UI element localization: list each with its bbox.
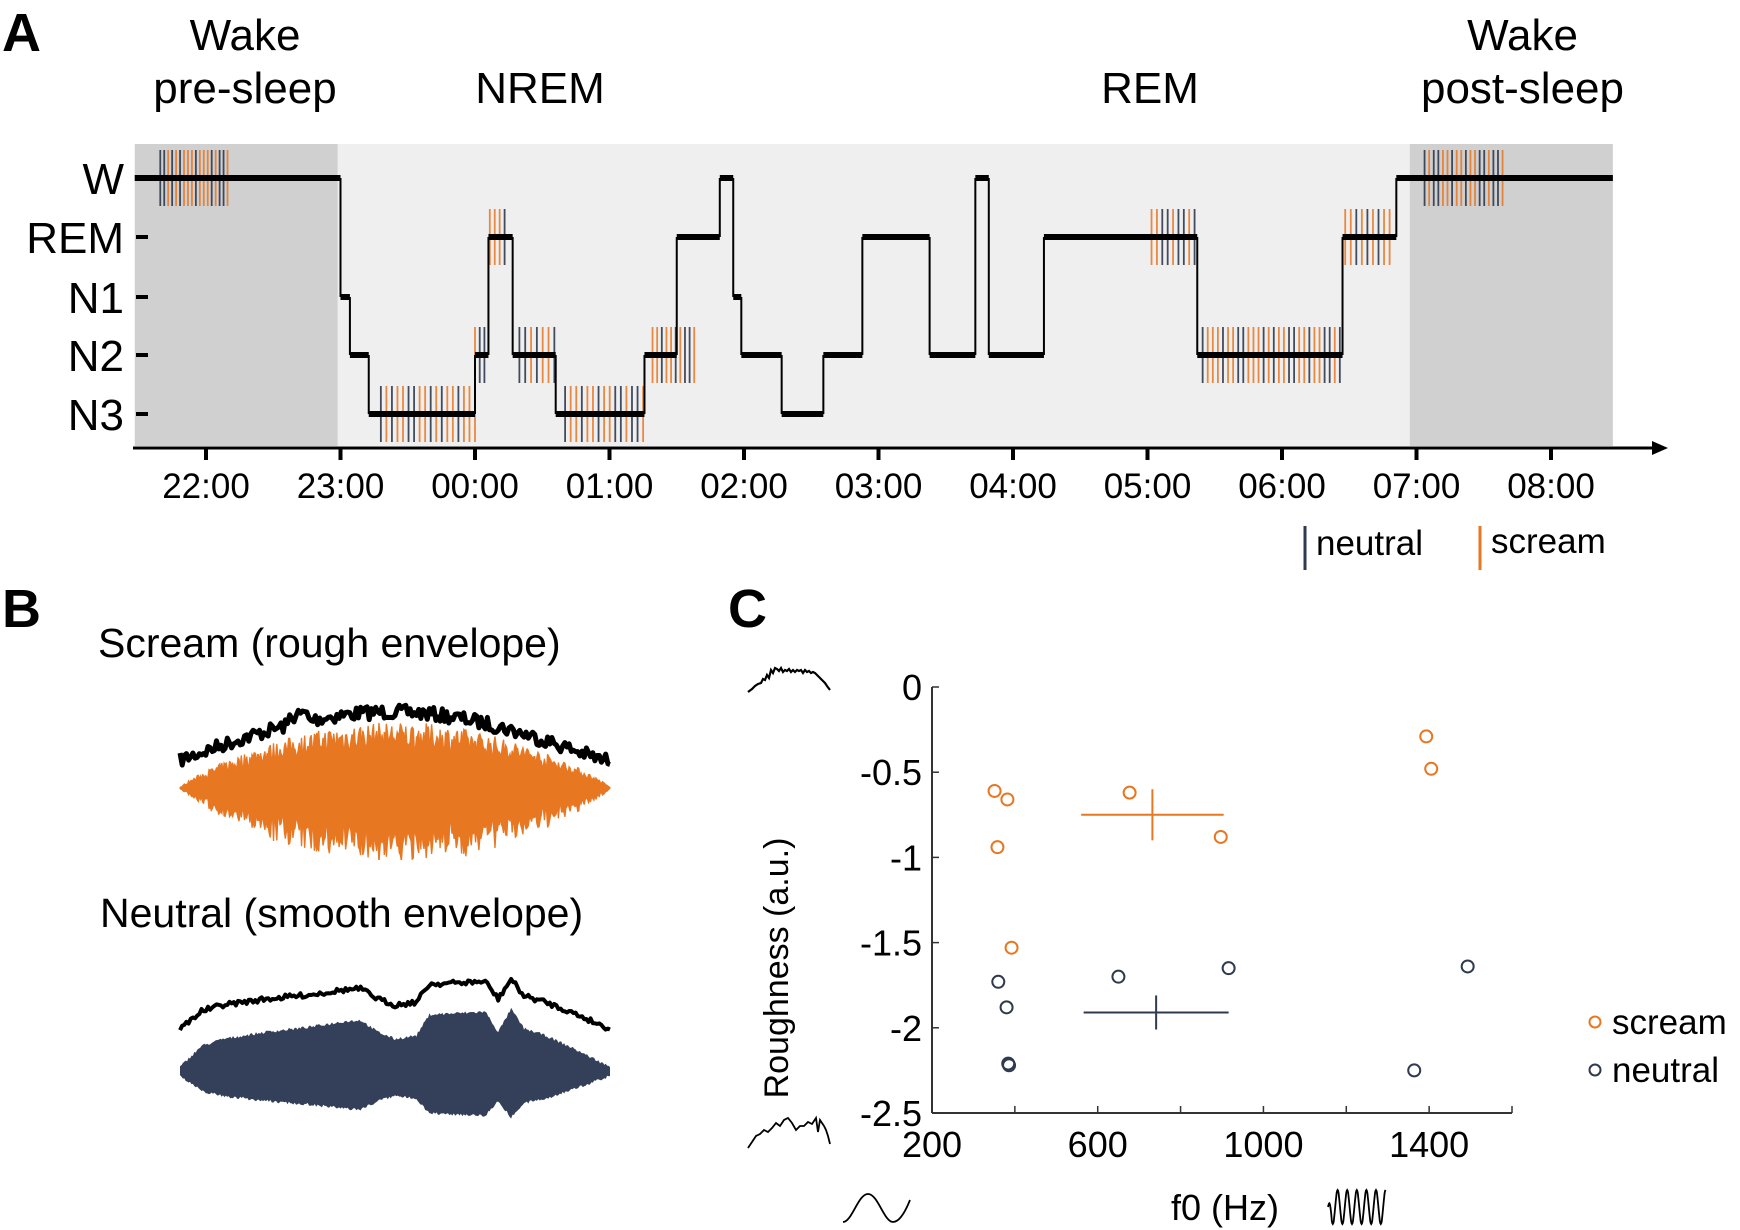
x-tick-label: 05:00	[1104, 467, 1192, 506]
neutral-envelope-line	[178, 977, 611, 1032]
panel-b-letter: B	[2, 579, 41, 639]
x-tick-label: 22:00	[162, 467, 250, 506]
y-tick-label: N3	[68, 391, 124, 440]
epoch-label-line2: post-sleep	[1420, 63, 1624, 113]
epoch-label-wake-post: Wake post-sleep	[1400, 10, 1645, 116]
smooth-envelope-icon	[747, 1115, 831, 1149]
scream-data-point	[987, 783, 1002, 798]
neutral-data-point	[1002, 1058, 1017, 1073]
epoch-label-wake-pre: Wake pre-sleep	[140, 10, 350, 116]
hypnogram-chart: 22:00 23:00 00:00 01:00 02:00 03:00 04:00 05:00…	[26, 144, 1668, 570]
epoch-label-line2: pre-sleep	[153, 63, 337, 113]
legend-scream-marker	[1588, 1015, 1602, 1029]
y-tick-label: N1	[68, 274, 124, 323]
x-tick-label: 600	[1068, 1124, 1128, 1165]
x-tick-label: 04:00	[969, 467, 1057, 506]
x-tick-label: 00:00	[431, 467, 519, 506]
epoch-label-line2: REM	[1101, 64, 1199, 113]
y-tick-label: N2	[68, 332, 124, 381]
neutral-data-point	[1111, 969, 1126, 984]
epoch-label-line1: Wake	[1467, 11, 1578, 60]
epoch-label-line2: NREM	[475, 64, 605, 113]
y-tick-label: -1.5	[860, 923, 922, 964]
scream-data-point	[1000, 792, 1015, 807]
scream-waveform-fill	[179, 722, 611, 860]
shaded-region	[337, 144, 1410, 446]
x-tick-label: 06:00	[1238, 467, 1326, 506]
low-frequency-wave-icon	[842, 1193, 911, 1223]
scatter-points	[987, 729, 1475, 1078]
hypnogram-legend: neutral scream	[1303, 522, 1606, 570]
x-axis-label: f0 (Hz)	[1171, 1187, 1279, 1228]
x-tick-label: 1400	[1389, 1124, 1469, 1165]
scream-data-point	[1419, 729, 1434, 744]
scatter-means	[1081, 789, 1229, 1030]
shaded-region	[1409, 144, 1613, 446]
x-tick-label: 1000	[1223, 1124, 1303, 1165]
neutral-data-point	[1460, 959, 1475, 974]
shaded-regions	[134, 144, 1613, 446]
x-axis-arrow-icon	[1652, 441, 1668, 455]
hypnogram-axes: 22:00 23:00 00:00 01:00 02:00 03:00 04:00 05:00…	[26, 155, 1668, 506]
y-axis-label: Roughness (a.u.)	[758, 838, 796, 1099]
scream-envelope-line	[177, 702, 611, 768]
x-tick-label: 200	[902, 1124, 962, 1165]
legend-neutral-label: neutral	[1612, 1051, 1719, 1090]
y-tick-label: 0	[902, 667, 922, 708]
neutral-data-point	[1221, 961, 1236, 976]
neutral-waveform	[178, 977, 611, 1119]
legend-scream-label: scream	[1612, 1003, 1727, 1042]
scream-waveform-title: Scream (rough envelope)	[98, 620, 561, 666]
y-tick-label: REM	[26, 214, 124, 263]
y-tick-label: -2	[890, 1008, 922, 1049]
panel-a-letter: A	[2, 3, 41, 63]
x-tick-label: 03:00	[835, 467, 923, 506]
panel-c-letter: C	[728, 579, 767, 639]
neutral-waveform-title: Neutral (smooth envelope)	[100, 890, 584, 936]
scream-data-point	[1424, 761, 1439, 776]
x-tick-label: 07:00	[1373, 467, 1461, 506]
y-tick-label: -0.5	[860, 752, 922, 793]
y-tick-label: -2.5	[860, 1093, 922, 1134]
scream-data-point	[1122, 785, 1137, 800]
legend-scream-label: scream	[1491, 522, 1606, 561]
epoch-label-line1: Wake	[189, 11, 301, 60]
scream-data-point	[1004, 940, 1019, 955]
high-frequency-wave-icon	[1327, 1188, 1387, 1226]
y-tick-label: W	[82, 155, 124, 204]
y-tick-label: -1	[890, 837, 922, 878]
epoch-label-nrem: NREM	[440, 63, 640, 116]
scatter-legend: scream neutral	[1588, 1003, 1727, 1090]
x-tick-label: 01:00	[566, 467, 654, 506]
x-tick-label: 23:00	[297, 467, 385, 506]
hypnogram-line	[134, 175, 1613, 417]
scream-data-point	[990, 840, 1005, 855]
neutral-data-point	[1407, 1063, 1422, 1078]
x-tick-label: 02:00	[700, 467, 788, 506]
neutral-waveform-fill	[180, 1007, 610, 1119]
scream-waveform	[177, 702, 611, 860]
rough-envelope-icon	[747, 665, 831, 693]
neutral-data-point	[991, 974, 1006, 989]
legend-neutral-label: neutral	[1316, 524, 1423, 563]
shaded-region	[134, 144, 338, 446]
epoch-label-rem: REM	[1050, 63, 1250, 116]
x-tick-label: 08:00	[1507, 467, 1595, 506]
neutral-data-point	[999, 1000, 1014, 1015]
scream-data-point	[1213, 829, 1228, 844]
legend-neutral-marker	[1588, 1063, 1602, 1077]
